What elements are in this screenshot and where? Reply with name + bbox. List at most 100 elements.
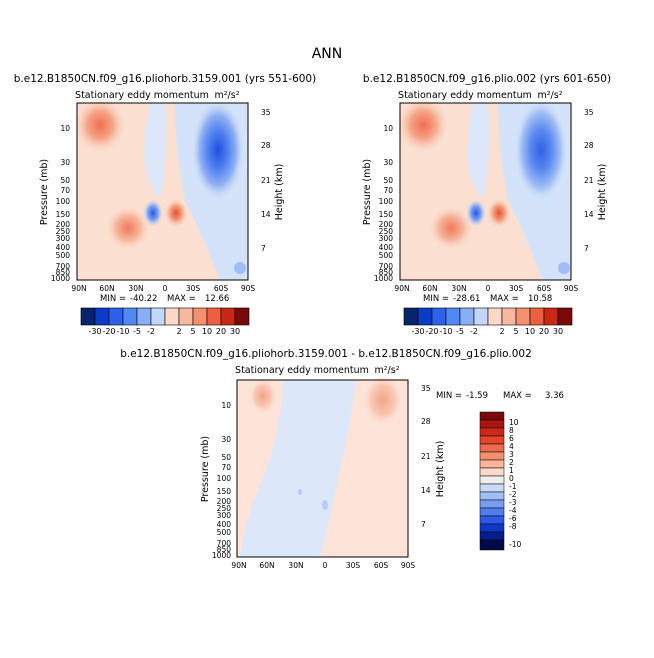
panel-2-units: m²/s² xyxy=(537,90,562,101)
colorbar-label: -10 xyxy=(439,327,452,336)
y-tick: 300 xyxy=(217,511,232,520)
panel-2-min-value: -28.61 xyxy=(453,294,480,304)
y-tick: 10 xyxy=(221,401,231,410)
colorbar-label: 3 xyxy=(509,450,514,459)
colorbar-label: 2 xyxy=(499,327,504,336)
colorbar-label: 6 xyxy=(509,434,514,443)
panel-1: b.e12.B1850CN.f09_g16.pliohorb.3159.001 … xyxy=(14,73,316,304)
panel-2-title: b.e12.B1850CN.f09_g16.plio.002 (yrs 601-… xyxy=(363,73,611,85)
panel-1-title: b.e12.B1850CN.f09_g16.pliohorb.3159.001 … xyxy=(14,73,316,85)
colorbar-label: 0 xyxy=(509,474,514,483)
panel-3-units: m²/s² xyxy=(374,365,399,376)
colorbar-label: 1 xyxy=(509,466,514,475)
x-tick: 0 xyxy=(323,561,328,570)
panel-3-y-right-ticks: 35 28 21 14 7 xyxy=(421,384,431,529)
colorbar-label: 30 xyxy=(230,327,240,336)
panel-2-ylabel-right: Height (km) xyxy=(597,164,608,221)
panel-1-min-label: MIN = xyxy=(100,294,126,304)
x-tick: 90S xyxy=(401,561,416,570)
colorbar-label: -10 xyxy=(509,540,521,549)
y-right-tick: 35 xyxy=(584,108,594,117)
y-tick: 150 xyxy=(379,210,394,219)
y-tick: 850 xyxy=(217,545,232,554)
panel-3-ylabel: Pressure (mb) xyxy=(200,436,211,502)
x-tick: 30S xyxy=(186,284,201,293)
panel-3-y-ticks: 10 30 50 70 100 150 200 250 300 400 500 … xyxy=(212,401,231,560)
y-right-tick: 14 xyxy=(584,210,594,219)
panel-2-min-label: MIN = xyxy=(423,294,449,304)
y-tick: 50 xyxy=(60,176,70,185)
y-tick: 10 xyxy=(383,124,393,133)
y-right-tick: 28 xyxy=(584,141,594,150)
y-right-tick: 14 xyxy=(261,210,271,219)
y-tick: 70 xyxy=(383,186,393,195)
panel-2-y-right-ticks: 35 28 21 14 7 xyxy=(584,108,594,253)
panel-1-field xyxy=(74,97,248,280)
x-tick: 90S xyxy=(241,284,256,293)
y-tick: 500 xyxy=(56,251,71,260)
panel-2-subtitle: Stationary eddy momentum xyxy=(398,90,532,101)
y-tick: 100 xyxy=(217,474,232,483)
x-tick: 30N xyxy=(451,284,466,293)
colorbar-label: -2 xyxy=(470,327,478,336)
colorbar-label: -20 xyxy=(425,327,438,336)
y-tick: 500 xyxy=(379,251,394,260)
colorbar-label: -6 xyxy=(509,514,517,523)
panel-3-max-label: MAX = xyxy=(503,391,532,401)
colorbar-label: 2 xyxy=(176,327,181,336)
panel-3-subtitle: Stationary eddy momentum xyxy=(235,365,369,376)
y-tick: 30 xyxy=(221,435,231,444)
panel-3-min-value: -1.59 xyxy=(466,391,488,401)
panel-3-max-value: 3.36 xyxy=(545,391,564,401)
colorbar-label: 4 xyxy=(509,442,514,451)
x-tick: 90N xyxy=(71,284,86,293)
y-tick: 200 xyxy=(379,220,394,229)
y-right-tick: 7 xyxy=(421,520,426,529)
colorbar-label: 5 xyxy=(513,327,518,336)
colorbar-label: -2 xyxy=(147,327,155,336)
y-tick: 400 xyxy=(379,243,394,252)
colorbar-label: 20 xyxy=(539,327,549,336)
y-tick: 700 xyxy=(217,539,232,548)
panel-2-max-label: MAX = xyxy=(490,294,519,304)
y-tick: 200 xyxy=(217,497,232,506)
x-tick: 60S xyxy=(214,284,229,293)
y-tick: 150 xyxy=(56,210,71,219)
panel-1-max-label: MAX = xyxy=(167,294,196,304)
colorbar-label: -20 xyxy=(102,327,115,336)
y-right-tick: 7 xyxy=(584,244,589,253)
page-title: ANN xyxy=(312,46,343,62)
colorbar-label: 2 xyxy=(509,458,514,467)
colorbar-label: -10 xyxy=(116,327,129,336)
y-tick: 70 xyxy=(221,463,231,472)
y-tick: 400 xyxy=(56,243,71,252)
panel-2-frame xyxy=(399,102,572,281)
y-right-tick: 21 xyxy=(421,452,431,461)
x-tick: 60N xyxy=(422,284,437,293)
panel-1-frame xyxy=(76,102,249,281)
panel-3-x-ticks: 90N 60N 30N 0 30S 60S 90S xyxy=(231,561,415,570)
y-right-tick: 7 xyxy=(261,244,266,253)
x-tick: 60S xyxy=(374,561,389,570)
panel-1-max-value: 12.66 xyxy=(205,294,229,304)
panel-3: b.e12.B1850CN.f09_g16.pliohorb.3159.001 … xyxy=(120,348,564,570)
colorbar-top-left: -30 -20 -10 -5 -2 2 5 10 20 30 xyxy=(80,307,250,336)
x-tick: 90S xyxy=(564,284,579,293)
y-tick: 30 xyxy=(60,158,70,167)
y-right-tick: 21 xyxy=(261,176,271,185)
panel-2-max-value: 10.58 xyxy=(528,294,552,304)
x-tick: 60N xyxy=(259,561,274,570)
x-tick: 60S xyxy=(537,284,552,293)
colorbar-label: -5 xyxy=(133,327,141,336)
colorbar-label: -5 xyxy=(456,327,464,336)
colorbar-label: -2 xyxy=(509,490,517,499)
panel-3-field xyxy=(237,374,408,557)
panel-2-x-ticks: 90N 60N 30N 0 30S 60S 90S xyxy=(394,284,578,293)
x-tick: 0 xyxy=(486,284,491,293)
y-tick: 1000 xyxy=(212,551,231,560)
y-tick: 700 xyxy=(56,262,71,271)
y-tick: 200 xyxy=(56,220,71,229)
x-tick: 30S xyxy=(509,284,524,293)
y-tick: 100 xyxy=(56,197,71,206)
colorbar-label: 10 xyxy=(525,327,535,336)
